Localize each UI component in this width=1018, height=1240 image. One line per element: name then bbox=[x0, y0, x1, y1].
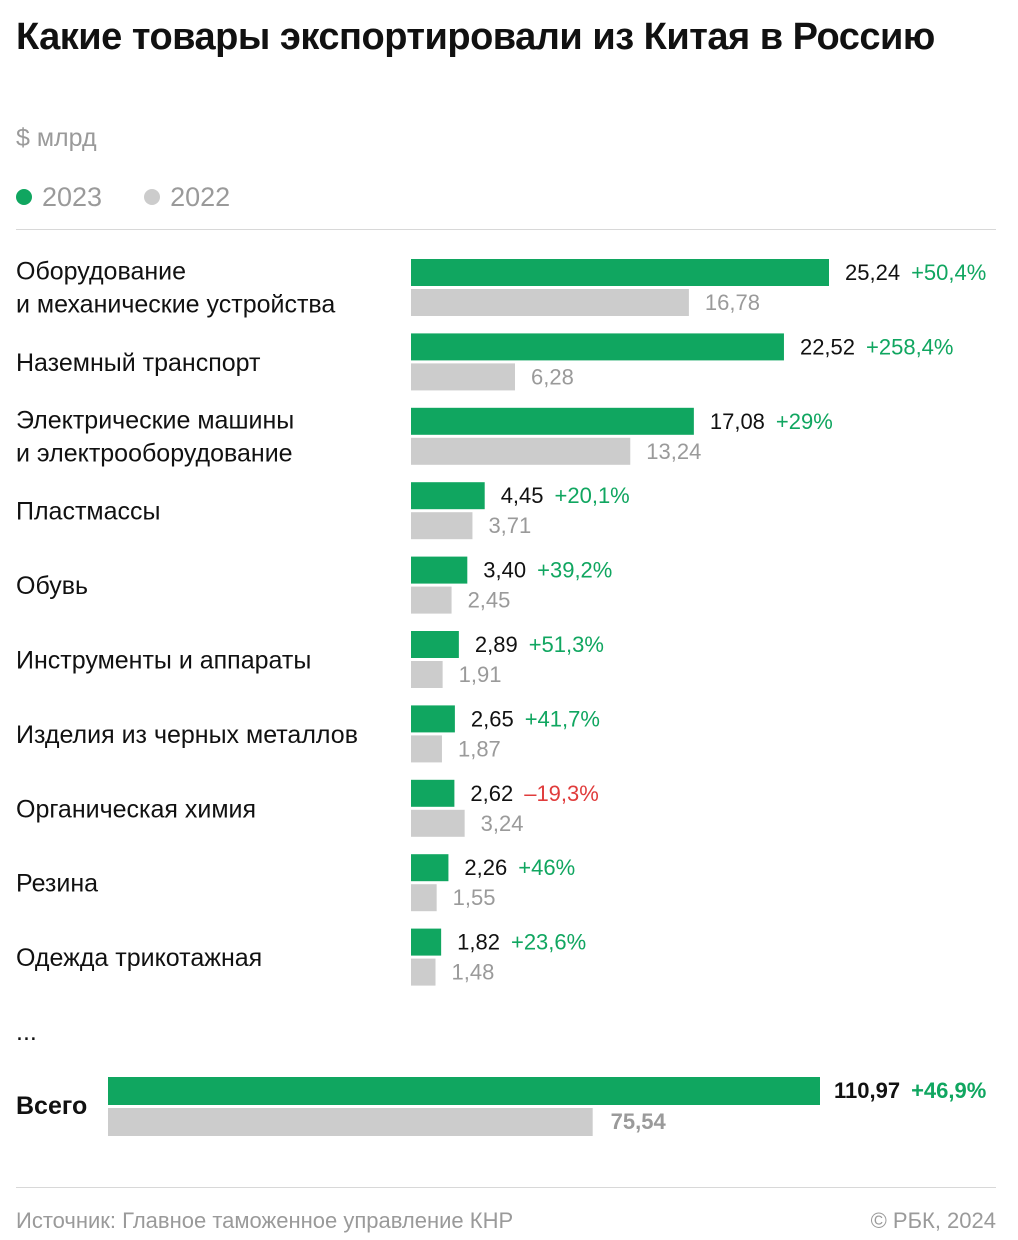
category-label: Электрические машины bbox=[16, 406, 294, 434]
bar-2023 bbox=[411, 631, 459, 658]
change-label: +46% bbox=[518, 855, 575, 880]
legend-label-2022: 2022 bbox=[170, 181, 231, 212]
category-label: Оборудование bbox=[16, 258, 186, 286]
value-label-2023: 2,65 bbox=[471, 706, 514, 731]
chart-title: Какие товары экспортировали из Китая в Р… bbox=[16, 16, 935, 58]
legend-dot-2022-icon bbox=[144, 189, 161, 205]
category-label: Наземный транспорт bbox=[16, 349, 261, 377]
value-label-2022: 3,71 bbox=[488, 513, 531, 538]
bar-chart: Оборудование и механические устройства 25,… bbox=[16, 258, 986, 1136]
bar-2023 bbox=[411, 556, 468, 584]
unit-label: $ млрд bbox=[16, 124, 97, 152]
value-label-2022: 16,78 bbox=[705, 290, 760, 315]
legend-dot-2023-icon bbox=[16, 189, 32, 205]
value-label-2022: 1,87 bbox=[458, 736, 501, 761]
value-label-2023: 17,08 bbox=[710, 409, 765, 434]
bar-2022 bbox=[411, 363, 516, 391]
total-bar-2023 bbox=[108, 1077, 820, 1105]
change-label: +41,7% bbox=[525, 706, 600, 731]
bar-2022 bbox=[411, 735, 442, 763]
category-label: Обувь bbox=[16, 572, 88, 600]
ellipsis: ... bbox=[16, 1018, 37, 1046]
change-label: +29% bbox=[776, 409, 833, 434]
bar-2023 bbox=[411, 928, 442, 956]
change-label: +39,2% bbox=[537, 558, 612, 583]
value-label-2022: 13,24 bbox=[646, 439, 701, 464]
category-label: и механические устройства bbox=[16, 291, 335, 319]
value-label-2023: 22,52 bbox=[800, 334, 855, 359]
footer-divider bbox=[16, 1187, 996, 1188]
bar-2023 bbox=[411, 333, 784, 361]
category-label: Резина bbox=[16, 870, 98, 898]
bar-2023 bbox=[411, 407, 694, 435]
value-label-2023: 3,40 bbox=[483, 558, 526, 583]
total-change: +46,9% bbox=[911, 1078, 986, 1103]
value-label-2023: 2,62 bbox=[470, 781, 513, 806]
change-label: +50,4% bbox=[911, 260, 986, 285]
value-label-2022: 3,24 bbox=[481, 811, 524, 836]
value-label-2023: 4,45 bbox=[501, 483, 544, 508]
value-label-2023: 25,24 bbox=[845, 260, 900, 285]
bar-2023 bbox=[411, 854, 449, 882]
change-label: +258,4% bbox=[866, 334, 953, 359]
change-label: +23,6% bbox=[511, 930, 586, 955]
category-label: и электрооборудование bbox=[16, 439, 293, 467]
bar-2023 bbox=[411, 259, 829, 286]
change-label: +20,1% bbox=[555, 483, 630, 508]
total-label: Всего bbox=[16, 1092, 87, 1120]
value-label-2022: 6,28 bbox=[531, 364, 574, 389]
category-label: Изделия из черных металлов bbox=[16, 721, 358, 749]
bar-2022 bbox=[411, 437, 631, 465]
bar-2023 bbox=[411, 705, 455, 733]
value-label-2022: 1,55 bbox=[453, 885, 496, 910]
copyright: © РБК, 2024 bbox=[870, 1208, 996, 1233]
bar-2023 bbox=[411, 779, 455, 807]
legend: 2023 2022 bbox=[16, 180, 230, 214]
bar-2022 bbox=[411, 884, 437, 912]
category-label: Органическая химия bbox=[16, 795, 256, 823]
source-note: Источник: Главное таможенное управление … bbox=[16, 1208, 514, 1233]
bar-2022 bbox=[411, 586, 452, 614]
bar-2023 bbox=[411, 482, 485, 510]
total-bar-2022 bbox=[108, 1108, 593, 1136]
value-label-2023: 1,82 bbox=[457, 930, 500, 955]
value-label-2022: 2,45 bbox=[468, 588, 511, 613]
value-label-2022: 1,48 bbox=[452, 960, 495, 985]
value-label-2023: 2,26 bbox=[464, 855, 507, 880]
category-label: Инструменты и аппараты bbox=[16, 647, 311, 675]
bar-2022 bbox=[411, 809, 465, 837]
category-label: Пластмассы bbox=[16, 498, 160, 526]
change-label: –19,3% bbox=[524, 781, 599, 806]
total-value-2022: 75,54 bbox=[611, 1109, 667, 1134]
value-label-2023: 2,89 bbox=[475, 632, 518, 657]
legend-item-2023: 2023 bbox=[16, 182, 102, 213]
legend-item-2022: 2022 bbox=[144, 182, 230, 213]
header-divider bbox=[16, 229, 996, 230]
bar-2022 bbox=[411, 958, 436, 986]
legend-label-2023: 2023 bbox=[42, 181, 103, 212]
bar-2022 bbox=[411, 512, 473, 540]
value-label-2022: 1,91 bbox=[459, 662, 502, 687]
bar-2022 bbox=[411, 289, 689, 316]
bar-2022 bbox=[411, 661, 443, 688]
category-label: Одежда трикотажная bbox=[16, 944, 262, 972]
change-label: +51,3% bbox=[529, 632, 604, 657]
total-value-2023: 110,97 bbox=[834, 1078, 900, 1103]
